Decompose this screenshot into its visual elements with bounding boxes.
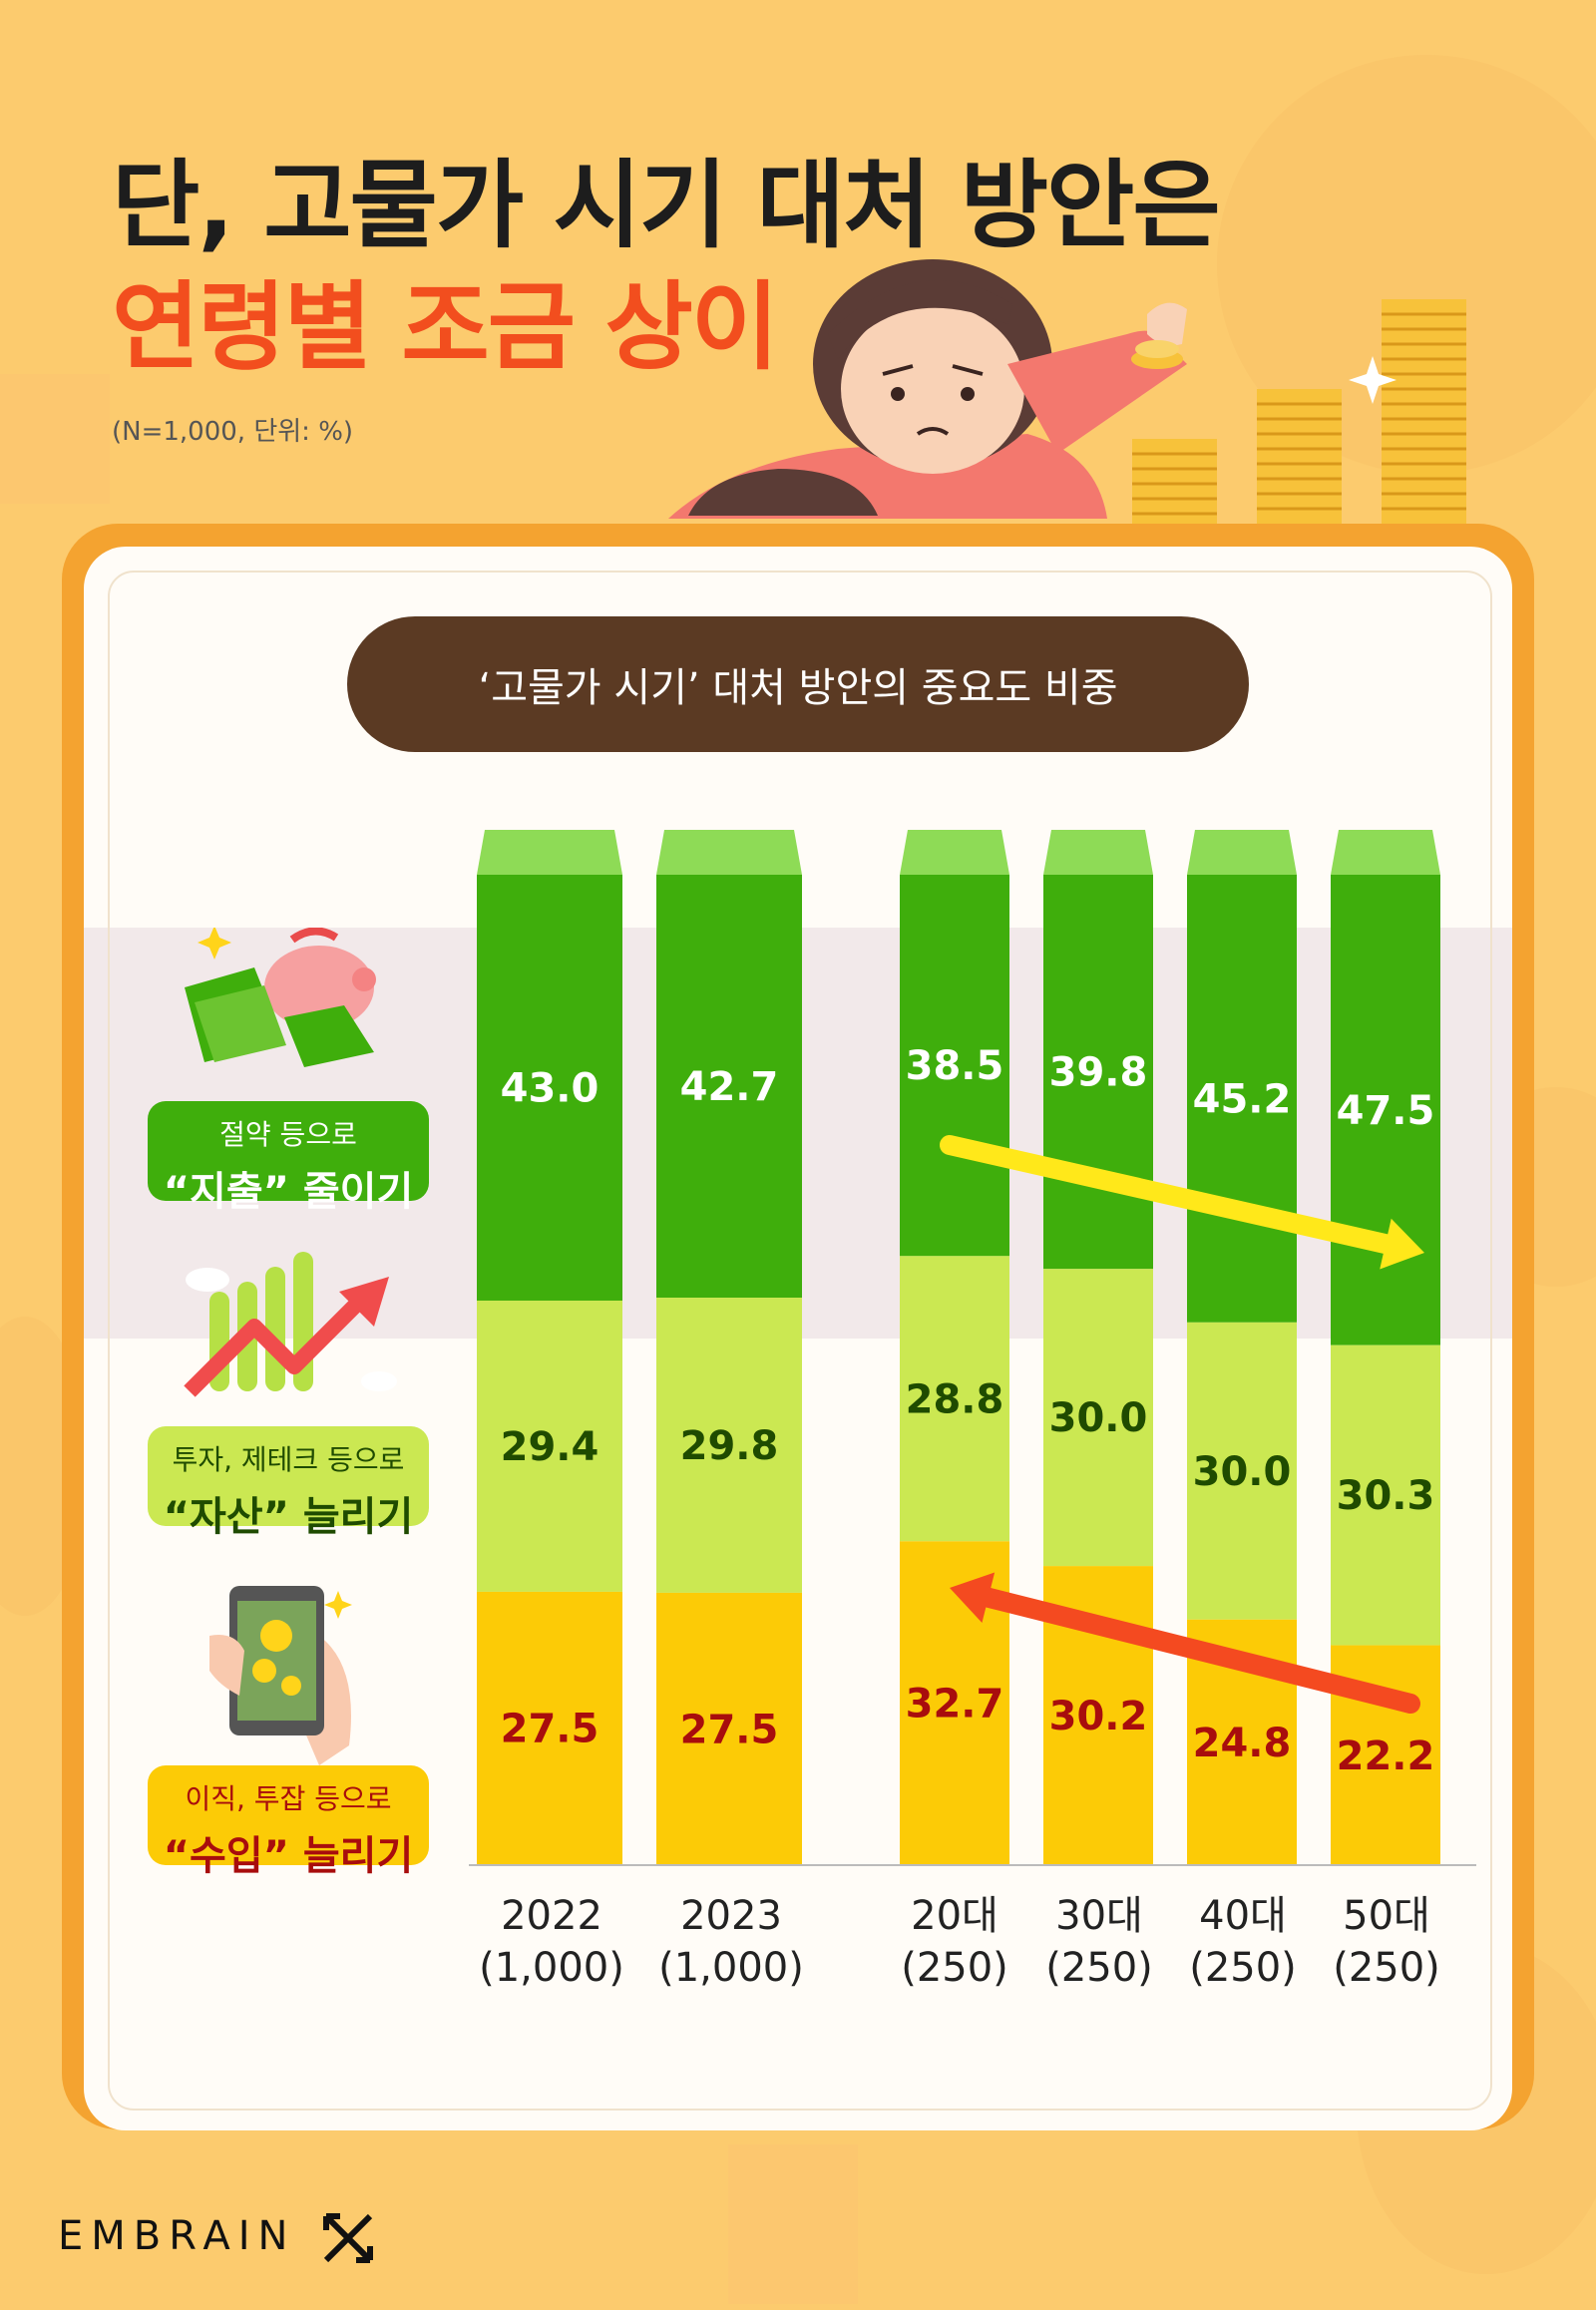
- trend-arrow-expense: [940, 1135, 1424, 1270]
- legend-expense-line1: 절약 등으로: [219, 1118, 357, 1151]
- data-label: 30.0: [1193, 1449, 1292, 1495]
- piggy-bank-money-icon: [185, 928, 376, 1067]
- x-tick-sublabel: (250): [1045, 1945, 1153, 1991]
- chart-title-pill: ‘고물가 시기’ 대처 방안의 중요도 비중: [347, 616, 1249, 752]
- bar-expense: [900, 875, 1009, 1257]
- trend-arrow-income: [950, 1572, 1420, 1714]
- bar-expense: [477, 875, 622, 1301]
- data-label: 45.2: [1193, 1076, 1292, 1122]
- bar-cap: [1043, 830, 1153, 875]
- page-title: 단, 고물가 시기 대처 방안은: [112, 150, 1221, 261]
- x-tick-sublabel: (250): [1189, 1945, 1297, 1991]
- bar-cap: [477, 830, 622, 875]
- legend-income-line2: “수입” 늘리기: [163, 1833, 414, 1879]
- data-label: 30.0: [1049, 1395, 1148, 1441]
- bar-asset: [477, 1300, 622, 1592]
- data-label: 24.8: [1193, 1721, 1292, 1766]
- data-label: 22.2: [1337, 1733, 1435, 1779]
- coin-decoration: [728, 2144, 858, 2304]
- brand-logo: EMBRAIN: [58, 2212, 374, 2264]
- legend-income-line1: 이직, 투잡 등으로: [185, 1782, 392, 1815]
- legend-asset-line1: 투자, 제테크 등으로: [172, 1443, 405, 1476]
- x-label: 40대 (250): [1168, 1890, 1318, 1994]
- bar-expense: [656, 875, 802, 1299]
- x-label: 50대 (250): [1312, 1890, 1461, 1994]
- data-label: 47.5: [1337, 1088, 1435, 1134]
- bar-asset: [1187, 1322, 1297, 1620]
- data-label: 42.7: [680, 1064, 779, 1110]
- x-label: 20대 (250): [880, 1890, 1029, 1994]
- data-label: 29.8: [680, 1423, 779, 1469]
- brand-name: EMBRAIN: [58, 2213, 296, 2259]
- legend-asset-line2: “자산” 늘리기: [163, 1494, 414, 1540]
- data-label: 39.8: [1049, 1050, 1148, 1096]
- growth-chart-icon: [184, 1252, 397, 1397]
- x-tick-label: 2022: [501, 1893, 602, 1939]
- x-label: 30대 (250): [1024, 1890, 1174, 1994]
- data-label: 29.4: [501, 1424, 599, 1470]
- bar-income: [477, 1591, 622, 1865]
- embrain-logo-icon: [323, 2213, 374, 2263]
- bar-cap: [656, 830, 802, 875]
- bar-expense: [1187, 875, 1297, 1323]
- data-label: 43.0: [501, 1065, 599, 1111]
- data-label: 27.5: [680, 1707, 779, 1752]
- bar-cap: [900, 830, 1009, 875]
- smartphone-coins-icon: [209, 1586, 352, 1765]
- data-label: 30.3: [1337, 1473, 1435, 1519]
- sample-note: (N=1,000, 단위: %): [112, 417, 354, 447]
- x-tick-sublabel: (250): [901, 1945, 1008, 1991]
- bar-expense: [1043, 875, 1153, 1270]
- worried-woman-illustration: [668, 259, 1466, 527]
- page-subtitle: 연령별 조금 상이: [112, 271, 779, 383]
- bar-asset: [1043, 1269, 1153, 1567]
- data-label: 30.2: [1049, 1694, 1148, 1739]
- x-label: 2022 (1,000): [477, 1890, 626, 1994]
- legend-expense: 절약 등으로 “지출” 줄이기: [148, 1101, 429, 1215]
- legend-income: 이직, 투잡 등으로 “수입” 늘리기: [148, 1765, 429, 1879]
- bar-asset: [656, 1298, 802, 1593]
- bar-asset: [900, 1256, 1009, 1542]
- coin-decoration: [0, 374, 110, 504]
- bar-income: [656, 1592, 802, 1865]
- data-label: 32.7: [906, 1682, 1004, 1728]
- x-tick-label: 20대: [911, 1893, 998, 1939]
- x-tick-label: 40대: [1199, 1893, 1287, 1939]
- x-tick-label: 2023: [680, 1893, 782, 1939]
- legend-asset: 투자, 제테크 등으로 “자산” 늘리기: [148, 1426, 429, 1540]
- bar-cap: [1331, 830, 1440, 875]
- x-label: 2023 (1,000): [656, 1890, 806, 1994]
- data-label: 38.5: [906, 1043, 1004, 1089]
- legend-expense-line2: “지출” 줄이기: [163, 1169, 414, 1215]
- data-label: 27.5: [501, 1706, 599, 1751]
- x-tick-label: 30대: [1055, 1893, 1143, 1939]
- x-tick-sublabel: (1,000): [479, 1945, 624, 1991]
- chart-panel-border: [108, 571, 1492, 2111]
- x-tick-sublabel: (1,000): [658, 1945, 804, 1991]
- bar-cap: [1187, 830, 1297, 875]
- data-label: 28.8: [906, 1376, 1004, 1422]
- bar-asset: [1331, 1345, 1440, 1646]
- x-tick-label: 50대: [1343, 1893, 1430, 1939]
- x-tick-sublabel: (250): [1333, 1945, 1440, 1991]
